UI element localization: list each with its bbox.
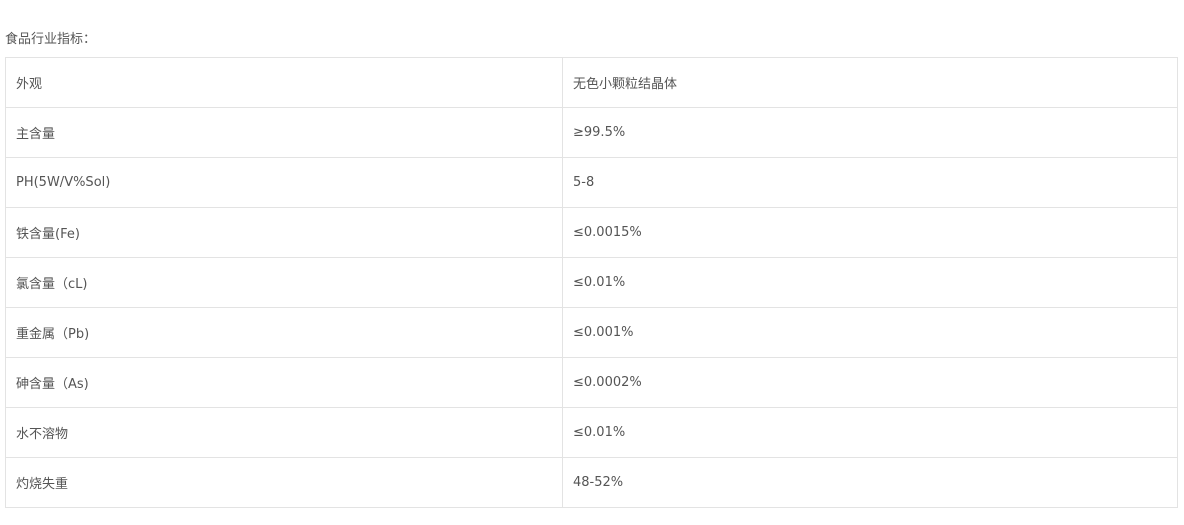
section-heading: 食品行业指标： <box>5 32 97 47</box>
table-row: 水不溶物 ≤0.01% <box>5 407 1178 458</box>
table-row: 重金属（Pb) ≤0.001% <box>5 307 1178 358</box>
spec-table: 外观 无色小颗粒结晶体 主含量 ≥99.5% PH(5W/V%Sol) 5-8 铁含量(Fe… <box>5 57 1178 508</box>
spec-value: ≤0.01% <box>562 407 1178 458</box>
spec-value: ≤0.0002% <box>562 357 1178 408</box>
table-row: PH(5W/V%Sol) 5-8 <box>5 157 1178 208</box>
spec-value: 无色小颗粒结晶体 <box>562 57 1178 108</box>
spec-name: 重金属（Pb) <box>5 307 563 358</box>
table-row: 主含量 ≥99.5% <box>5 107 1178 158</box>
table-row: 氯含量（cL) ≤0.01% <box>5 257 1178 308</box>
spec-name: PH(5W/V%Sol) <box>5 157 563 208</box>
spec-value: 5-8 <box>562 157 1178 208</box>
spec-name: 灼烧失重 <box>5 457 563 508</box>
spec-name: 砷含量（As) <box>5 357 563 408</box>
spec-name: 氯含量（cL) <box>5 257 563 308</box>
spec-name: 外观 <box>5 57 563 108</box>
table-row: 灼烧失重 48-52% <box>5 457 1178 508</box>
spec-value: ≥99.5% <box>562 107 1178 158</box>
table-row: 铁含量(Fe) ≤0.0015% <box>5 207 1178 258</box>
table-row: 外观 无色小颗粒结晶体 <box>5 57 1178 108</box>
spec-name: 水不溶物 <box>5 407 563 458</box>
table-row: 砷含量（As) ≤0.0002% <box>5 357 1178 408</box>
spec-value: ≤0.001% <box>562 307 1178 358</box>
spec-value: ≤0.01% <box>562 257 1178 308</box>
spec-value: 48-52% <box>562 457 1178 508</box>
spec-name: 主含量 <box>5 107 563 158</box>
spec-value: ≤0.0015% <box>562 207 1178 258</box>
spec-name: 铁含量(Fe) <box>5 207 563 258</box>
